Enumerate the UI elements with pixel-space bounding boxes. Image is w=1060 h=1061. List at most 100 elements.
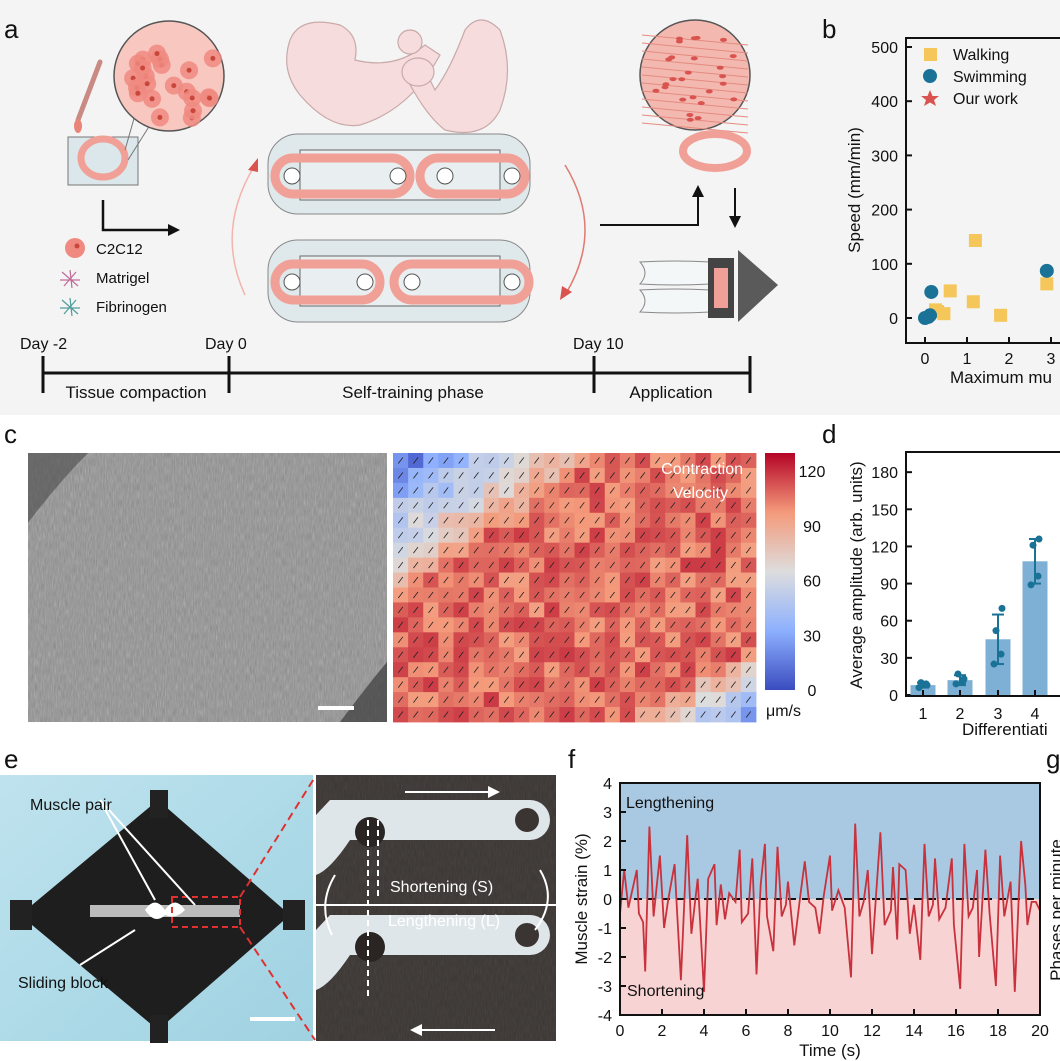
nucleus-icon	[697, 101, 705, 106]
velocity-vector	[655, 546, 661, 554]
velocity-vector	[488, 711, 494, 718]
velocity-vector	[428, 636, 434, 644]
sliding-block-label: Sliding block	[18, 975, 109, 992]
velocity-vector	[397, 591, 404, 599]
velocity-vector	[670, 546, 676, 554]
seeding-illustration	[67, 20, 225, 186]
swimming-point	[1039, 263, 1054, 278]
velocity-vector	[715, 531, 721, 539]
velocity-vector	[624, 472, 631, 479]
velocity-vector	[624, 696, 631, 703]
velocity-vector	[413, 561, 419, 569]
velocity-vector	[745, 696, 752, 703]
y-tick-label: 300	[871, 148, 898, 165]
velocity-vector	[458, 576, 464, 584]
velocity-vector	[609, 681, 615, 688]
velocity-vector	[473, 502, 479, 509]
velocity-vector	[473, 531, 479, 539]
velocity-vector	[503, 591, 510, 599]
y-tick-label: 60	[880, 614, 898, 631]
velocity-vector	[685, 502, 691, 509]
velocity-vector	[413, 621, 419, 629]
velocity-vector	[609, 457, 615, 464]
legend-marker-walking	[924, 48, 937, 61]
velocity-vector	[745, 666, 752, 673]
panel-label-d: d	[822, 419, 836, 449]
velocity-vector	[685, 517, 691, 524]
chart-b-ylabel: Speed (mm/min)	[845, 127, 864, 253]
lengthening-region	[620, 783, 1040, 899]
velocity-vector	[503, 621, 510, 629]
data-point	[1035, 535, 1043, 543]
velocity-vector	[715, 651, 721, 658]
velocity-vector	[624, 517, 631, 524]
velocity-vector	[518, 546, 525, 554]
velocity-vector	[443, 681, 449, 688]
velocity-vector	[700, 517, 706, 524]
velocity-vector	[549, 546, 555, 554]
y-tick-label: 500	[871, 40, 898, 57]
velocity-vector	[685, 591, 691, 599]
velocity-vector	[594, 457, 600, 464]
self-training-device-bottom	[267, 239, 534, 323]
x-tick-label: 6	[742, 1023, 751, 1040]
velocity-vector	[503, 517, 510, 524]
velocity-vector	[745, 606, 752, 614]
velocity-vector	[443, 472, 449, 479]
panel-a: a C2C12 Matrigel Fibrinogen	[0, 0, 1060, 415]
velocity-vector	[488, 666, 494, 673]
velocity-vector	[655, 517, 661, 524]
velocity-vector	[594, 531, 600, 539]
velocity-vector	[609, 711, 615, 718]
velocity-vector	[685, 711, 691, 718]
legend-marker-our-work	[921, 90, 939, 106]
velocity-vector	[428, 472, 434, 479]
myotube-fiber	[641, 122, 749, 134]
myotube-zoom-circle	[639, 19, 751, 131]
velocity-vector	[549, 487, 555, 494]
myotube-fiber	[641, 50, 749, 62]
velocity-vector	[624, 457, 631, 464]
muscle-pair-label: Muscle pair	[30, 797, 112, 814]
velocity-vector	[443, 457, 449, 464]
walking-point	[1040, 277, 1054, 291]
data-point	[952, 680, 960, 688]
x-tick-label: 14	[905, 1023, 923, 1040]
velocity-vector	[443, 606, 449, 614]
velocity-vector	[443, 546, 449, 554]
velocity-vector	[473, 591, 479, 599]
velocity-vector	[639, 457, 646, 464]
velocity-vector	[473, 681, 479, 688]
velocity-vector	[655, 636, 661, 644]
velocity-vector	[488, 681, 494, 688]
gripper-illustration	[638, 250, 778, 322]
velocity-vector	[534, 517, 540, 524]
velocity-vector	[670, 681, 676, 688]
x-tick-label: 2	[658, 1023, 667, 1040]
velocity-vector	[458, 531, 464, 539]
velocity-vector	[730, 561, 736, 569]
velocity-vector	[428, 531, 434, 539]
velocity-vector	[745, 636, 752, 644]
velocity-vector	[443, 517, 449, 524]
chart-b-legend: Walking Swimming Our work	[921, 47, 1027, 108]
velocity-vector	[534, 711, 540, 718]
velocity-vector	[518, 502, 525, 509]
region-label-shortening: Shortening	[627, 983, 704, 1000]
velocity-vector	[443, 711, 449, 718]
velocity-vector	[655, 606, 661, 614]
velocity-vector	[534, 531, 540, 539]
velocity-vector	[655, 487, 661, 494]
y-tick-label: -4	[598, 1008, 612, 1025]
data-point	[992, 627, 1000, 635]
velocity-vector	[443, 666, 449, 673]
region-label-lengthening: Lengthening	[626, 795, 714, 812]
nucleus-icon	[678, 77, 686, 82]
timeline-day-label: Day 0	[205, 336, 247, 353]
nucleus-icon	[669, 77, 677, 82]
tissue-ring-icon	[77, 135, 129, 181]
velocity-vector	[413, 546, 419, 554]
velocity-vector	[397, 502, 404, 509]
colorbar-tick-label: 90	[803, 519, 821, 536]
nucleus-icon	[189, 95, 195, 101]
